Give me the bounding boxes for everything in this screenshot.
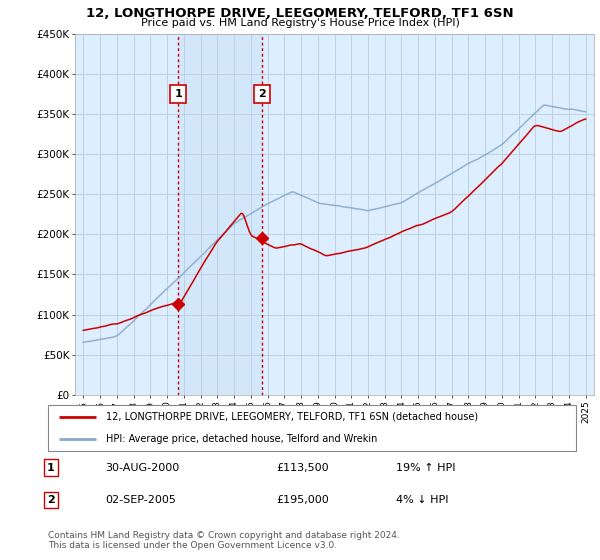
Text: £113,500: £113,500 <box>276 463 329 473</box>
Text: 4% ↓ HPI: 4% ↓ HPI <box>396 495 449 505</box>
Text: 12, LONGTHORPE DRIVE, LEEGOMERY, TELFORD, TF1 6SN: 12, LONGTHORPE DRIVE, LEEGOMERY, TELFORD… <box>86 7 514 20</box>
Text: £195,000: £195,000 <box>276 495 329 505</box>
Text: HPI: Average price, detached house, Telford and Wrekin: HPI: Average price, detached house, Telf… <box>106 434 377 444</box>
Text: 1: 1 <box>174 89 182 99</box>
Text: 2: 2 <box>47 495 55 505</box>
Text: 30-AUG-2000: 30-AUG-2000 <box>105 463 179 473</box>
Text: Contains HM Land Registry data © Crown copyright and database right 2024.
This d: Contains HM Land Registry data © Crown c… <box>48 531 400 550</box>
Text: 1: 1 <box>47 463 55 473</box>
Text: Price paid vs. HM Land Registry's House Price Index (HPI): Price paid vs. HM Land Registry's House … <box>140 18 460 29</box>
Text: 19% ↑ HPI: 19% ↑ HPI <box>396 463 455 473</box>
FancyBboxPatch shape <box>48 405 576 451</box>
Text: 2: 2 <box>258 89 266 99</box>
Bar <box>178 34 262 395</box>
Text: 12, LONGTHORPE DRIVE, LEEGOMERY, TELFORD, TF1 6SN (detached house): 12, LONGTHORPE DRIVE, LEEGOMERY, TELFORD… <box>106 412 478 422</box>
Text: 02-SEP-2005: 02-SEP-2005 <box>105 495 176 505</box>
